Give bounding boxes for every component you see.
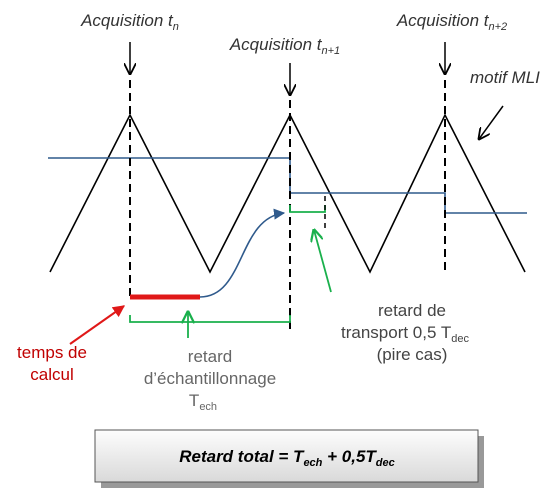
pwm-label: motif MLI — [470, 68, 540, 87]
sampling-delay-label: retard d’échantillonnage Tech — [144, 347, 276, 413]
total-box — [94, 429, 479, 483]
compute-label: temps de calcul — [17, 343, 87, 384]
transport-delay-label: retard de transport 0,5 Tdec (pire cas) — [341, 301, 469, 364]
acquisition-label: Acquisition tn+2 — [396, 11, 507, 33]
wave — [48, 42, 527, 345]
total-formula: Retard total = Tech + 0,5Tdec — [179, 447, 395, 469]
acquisition-label: Acquisition tn+1 — [229, 35, 340, 57]
acquisition-label: Acquisition tn — [80, 11, 179, 33]
